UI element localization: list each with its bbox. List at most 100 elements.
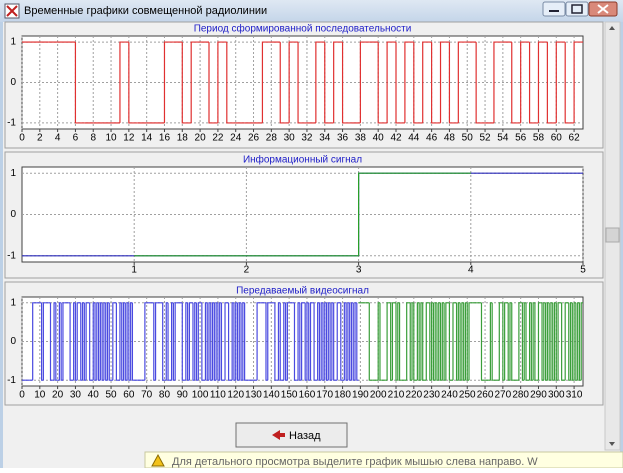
signal-step (377, 42, 388, 124)
signal-step (404, 41, 414, 123)
signal-step (211, 302, 215, 381)
signal-step (122, 302, 126, 381)
signal-step (347, 302, 350, 381)
signal-step (466, 302, 470, 381)
signal-step (162, 302, 165, 381)
signal-step (557, 302, 560, 381)
signal-step (457, 41, 468, 123)
signal-step (181, 42, 192, 124)
x-tick-label: 22 (212, 133, 224, 144)
scroll-down-arrow (609, 442, 615, 446)
signal-step (320, 302, 323, 381)
signal-step (395, 302, 398, 381)
x-tick-label: 34 (319, 133, 331, 144)
signal-step (325, 302, 329, 381)
signal-step (395, 42, 405, 124)
x-tick-label: 40 (373, 133, 385, 144)
x-tick-label: 250 (459, 390, 476, 401)
signal-step (313, 302, 316, 381)
x-tick-label: 42 (390, 133, 402, 144)
signal-step (279, 302, 283, 381)
x-tick-label: 150 (281, 390, 298, 401)
x-tick-label: 18 (177, 133, 189, 144)
y-tick-label: -1 (7, 118, 16, 129)
chart-title: Передаваемый видеосигнал (236, 286, 369, 297)
x-tick-label: 30 (284, 133, 296, 144)
signal-step (315, 41, 325, 123)
signal-step (507, 302, 510, 381)
back-button-label: Назад (289, 430, 321, 442)
signal-step (341, 42, 352, 124)
x-tick-label: 52 (479, 133, 491, 144)
signal-step (167, 302, 170, 381)
x-tick-label: 210 (388, 390, 405, 401)
signal-step (532, 302, 535, 381)
signal-step (208, 302, 211, 381)
x-tick-label: 160 (299, 390, 316, 401)
signal-step (32, 302, 35, 381)
signal-step (390, 302, 393, 381)
signal-step (413, 42, 423, 124)
signal-step (571, 302, 575, 381)
back-button[interactable] (235, 422, 348, 448)
signal-step (489, 302, 493, 381)
signal-step (235, 302, 238, 381)
x-tick-label: 20 (52, 390, 64, 401)
x-tick-label: 54 (497, 133, 509, 144)
scrollbar-thumb[interactable] (605, 227, 620, 243)
x-tick-label: 16 (159, 133, 171, 144)
signal-step (528, 42, 539, 124)
x-tick-label: 280 (512, 390, 529, 401)
signal-step (429, 302, 432, 381)
signal-step (439, 302, 443, 381)
signal-step (213, 302, 217, 381)
signal-step (480, 302, 484, 381)
signal-step (126, 302, 129, 381)
signal-step (409, 302, 413, 381)
maximize-button[interactable] (565, 1, 589, 17)
signal-step (83, 302, 87, 381)
signal-step (94, 302, 97, 381)
signal-step (324, 302, 327, 381)
signal-step (197, 302, 201, 381)
x-tick-label: 50 (462, 133, 474, 144)
signal-step (49, 302, 53, 381)
signal-step (448, 302, 452, 381)
x-tick-label: 110 (210, 390, 226, 401)
x-tick-label: 0 (19, 133, 25, 144)
signal-step (459, 302, 462, 381)
signal-step (128, 302, 131, 381)
x-tick-label: 10 (105, 133, 117, 144)
signal-step (523, 302, 527, 381)
x-tick-label: 6 (73, 133, 79, 144)
signal-step (297, 42, 307, 124)
signal-step (356, 302, 359, 381)
signal-step (80, 302, 83, 381)
x-tick-label: 310 (566, 390, 583, 401)
signal-step (277, 302, 281, 381)
signal-step (422, 41, 432, 123)
signal-step (411, 302, 414, 381)
x-tick-label: 60 (123, 390, 135, 401)
signal-step (206, 302, 209, 381)
minimize-button[interactable] (542, 1, 566, 17)
title-bar (0, 0, 623, 22)
signal-step (190, 41, 201, 123)
x-tick-label: 100 (192, 390, 209, 401)
signal-step (359, 41, 370, 123)
x-tick-label: 14 (141, 133, 153, 144)
signal-step (525, 302, 528, 381)
signal-step (354, 302, 357, 381)
signal-step (115, 302, 119, 381)
x-tick-label: 0 (19, 390, 25, 401)
signal-step (130, 302, 133, 381)
signal-step (224, 302, 227, 381)
signal-step (324, 42, 334, 124)
signal-step (60, 302, 63, 381)
x-tick-label: 44 (408, 133, 420, 144)
signal-step (345, 302, 348, 381)
signal-step (377, 302, 380, 381)
signal-step (386, 41, 396, 123)
signal-step (340, 302, 343, 381)
signal-step (546, 42, 557, 124)
